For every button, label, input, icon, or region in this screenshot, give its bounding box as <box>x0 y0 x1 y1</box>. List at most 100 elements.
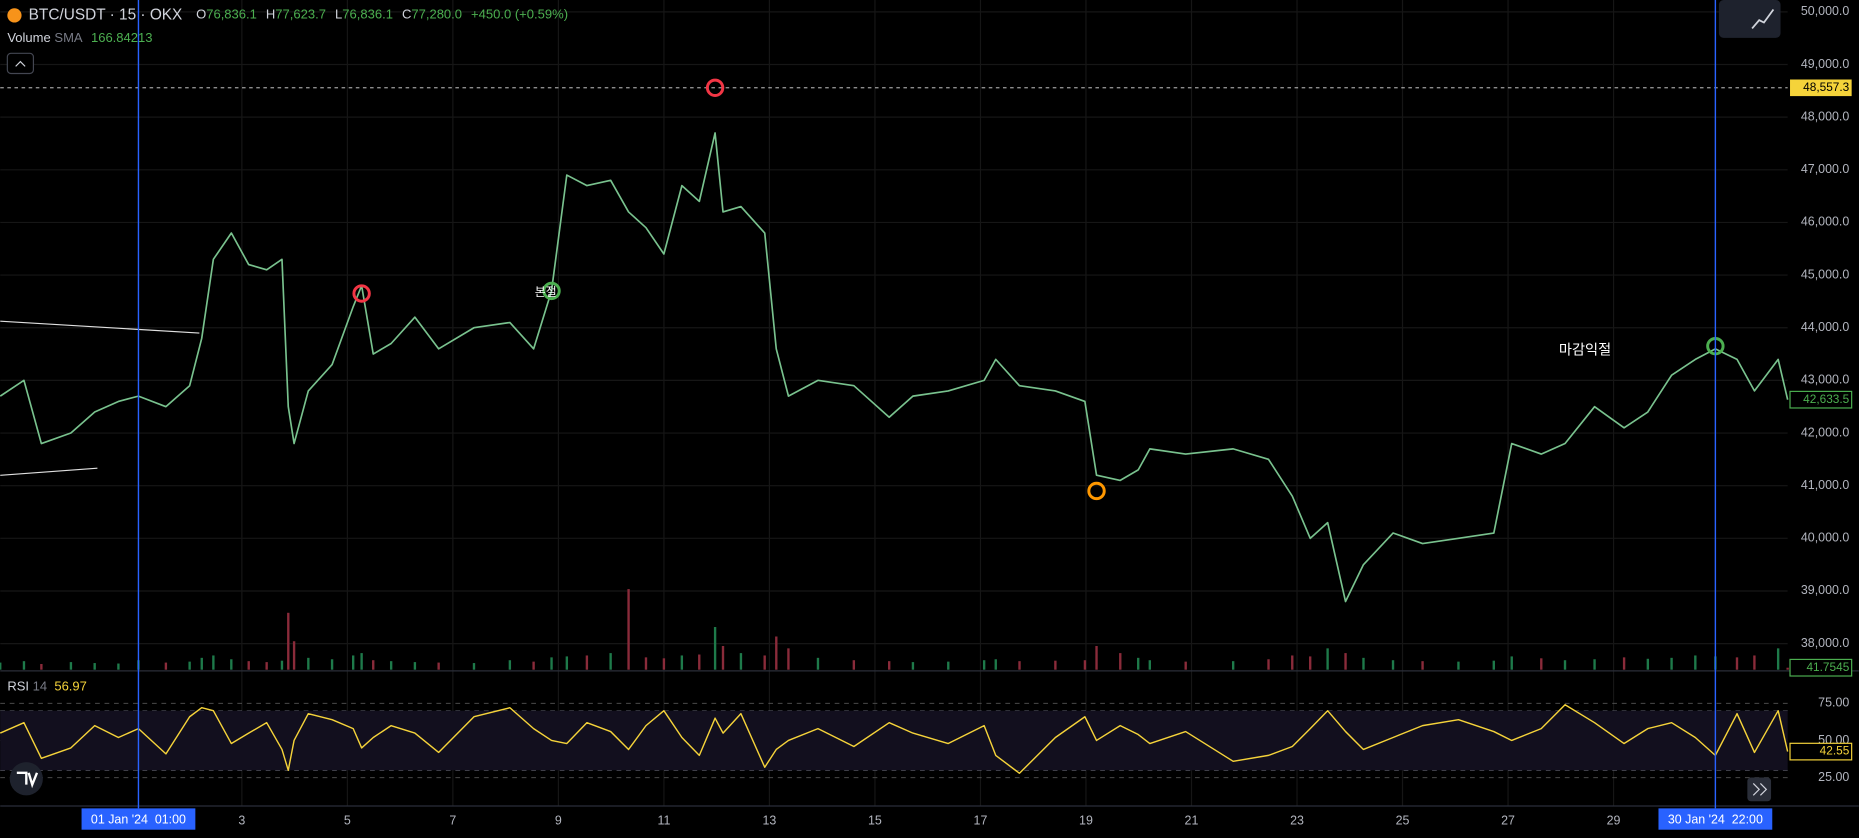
y-tick-label: 46,000.0 <box>1801 215 1849 229</box>
volume-bar <box>982 660 986 670</box>
ohlc-key: O <box>196 7 206 22</box>
volume-bar <box>1492 660 1495 670</box>
collapse-button[interactable] <box>6 52 35 75</box>
ohlc-value: 77,280.0 <box>411 7 462 22</box>
volume-bar <box>437 662 440 670</box>
x-tick-label: 21 <box>1185 814 1199 828</box>
symbol-icon <box>7 8 22 23</box>
x-tick-label: 19 <box>1079 814 1093 828</box>
y-tick-label: 40,000.0 <box>1801 531 1849 545</box>
rsi-name: RSI <box>7 679 29 694</box>
last-price-label-bg <box>1789 390 1853 409</box>
x-tick-label: 17 <box>974 814 988 828</box>
volume-bar <box>994 659 997 670</box>
y-tick-label: 39,000.0 <box>1801 583 1849 597</box>
volume-bar <box>1786 667 1789 670</box>
volume-bar <box>680 655 684 670</box>
volume-bar <box>1694 655 1697 670</box>
ohlc-value: 77,623.7 <box>275 7 326 22</box>
annotation: 본절 <box>535 285 557 299</box>
x-tick-label: 7 <box>449 814 456 828</box>
volume-bar <box>1457 661 1460 670</box>
volume-bar <box>230 659 233 670</box>
volume-bar <box>280 660 284 670</box>
volume-bar <box>1291 655 1294 670</box>
volume-bar <box>947 661 950 670</box>
volume-bar <box>330 659 334 670</box>
x-tick-label: 25 <box>1396 814 1410 828</box>
volume-bar <box>888 661 891 670</box>
signal-marker <box>352 284 371 303</box>
volume-bar <box>292 641 296 670</box>
volume-bar <box>1646 658 1650 670</box>
y-tick-label: 75.00 <box>1818 696 1849 710</box>
y-tick-label: 43,000.0 <box>1801 373 1849 387</box>
volume-bar <box>1095 645 1098 670</box>
volume-bar <box>413 662 417 670</box>
tool-button[interactable] <box>1718 0 1781 38</box>
collapse-icon <box>15 60 26 67</box>
x-tick-label: 15 <box>868 814 882 828</box>
volume-bar <box>1326 648 1329 670</box>
volume-bar <box>644 657 648 670</box>
volume-bar <box>627 589 630 670</box>
volume-bar <box>1184 661 1187 670</box>
last-price-label: 42,633.5 <box>1803 392 1850 406</box>
volume-bar <box>816 657 820 670</box>
volume-sma: 166.84213 <box>91 31 153 46</box>
scroll-icon <box>1752 783 1768 796</box>
trend-line <box>0 320 200 334</box>
x-tick-label: 11 <box>657 814 670 828</box>
volume-bar <box>550 657 553 670</box>
volume-bar <box>200 657 203 670</box>
tool-icon <box>1751 8 1775 30</box>
volume-bar <box>472 663 476 670</box>
volume-bar <box>1593 659 1596 670</box>
volume-bar <box>1344 653 1347 670</box>
volume-bar <box>775 636 778 670</box>
trend-line <box>0 467 98 476</box>
signal-marker <box>705 78 725 97</box>
volume-bar <box>389 661 393 670</box>
ohlc-key: H <box>266 7 275 22</box>
volume-bar <box>247 661 250 670</box>
x-tick-label: 5 <box>344 814 351 828</box>
last-rsi-label-bg <box>1789 742 1853 761</box>
price-line-label-bg <box>1790 79 1852 97</box>
annotation: 마감익절 <box>1559 342 1611 359</box>
volume-bar <box>1776 648 1780 670</box>
last-volume-label-bg <box>1789 658 1853 677</box>
volume-bar <box>1391 660 1395 670</box>
volume-bar <box>787 648 790 670</box>
x-tick-label: 27 <box>1501 814 1515 828</box>
volume-bar <box>360 653 363 670</box>
ohlc-value: 76,836.1 <box>342 7 393 22</box>
volume-bar <box>532 661 535 670</box>
volume-bar <box>1018 661 1021 670</box>
volume-bar <box>265 662 268 670</box>
y-tick-label: 50,000.0 <box>1801 4 1849 18</box>
x-tick-label: 9 <box>555 814 562 828</box>
volume-bar <box>351 655 355 670</box>
volume-bar <box>1119 653 1122 670</box>
crosshair-label: 01 Jan '24 01:00 <box>91 813 186 827</box>
volume-bar <box>372 660 375 670</box>
volume-bar <box>69 662 73 670</box>
volume-bar <box>739 653 743 670</box>
volume-bar <box>852 660 856 670</box>
volume-bar <box>164 662 168 670</box>
data-layer <box>0 132 1789 774</box>
x-tick-label: 29 <box>1607 814 1621 828</box>
x-tick-label: 13 <box>763 814 777 828</box>
rsi-legend: RSI 14 56.97 <box>7 679 87 694</box>
x-tick-label: 23 <box>1290 814 1304 828</box>
volume-bar <box>212 655 215 670</box>
y-tick-label: 41,000.0 <box>1801 478 1849 492</box>
y-tick-label: 49,000.0 <box>1801 57 1849 71</box>
last-rsi-label: 42.55 <box>1820 744 1850 758</box>
volume-bar <box>1753 655 1756 670</box>
volume-bar <box>585 655 589 670</box>
change: +450.0 (+0.59%) <box>471 7 568 22</box>
